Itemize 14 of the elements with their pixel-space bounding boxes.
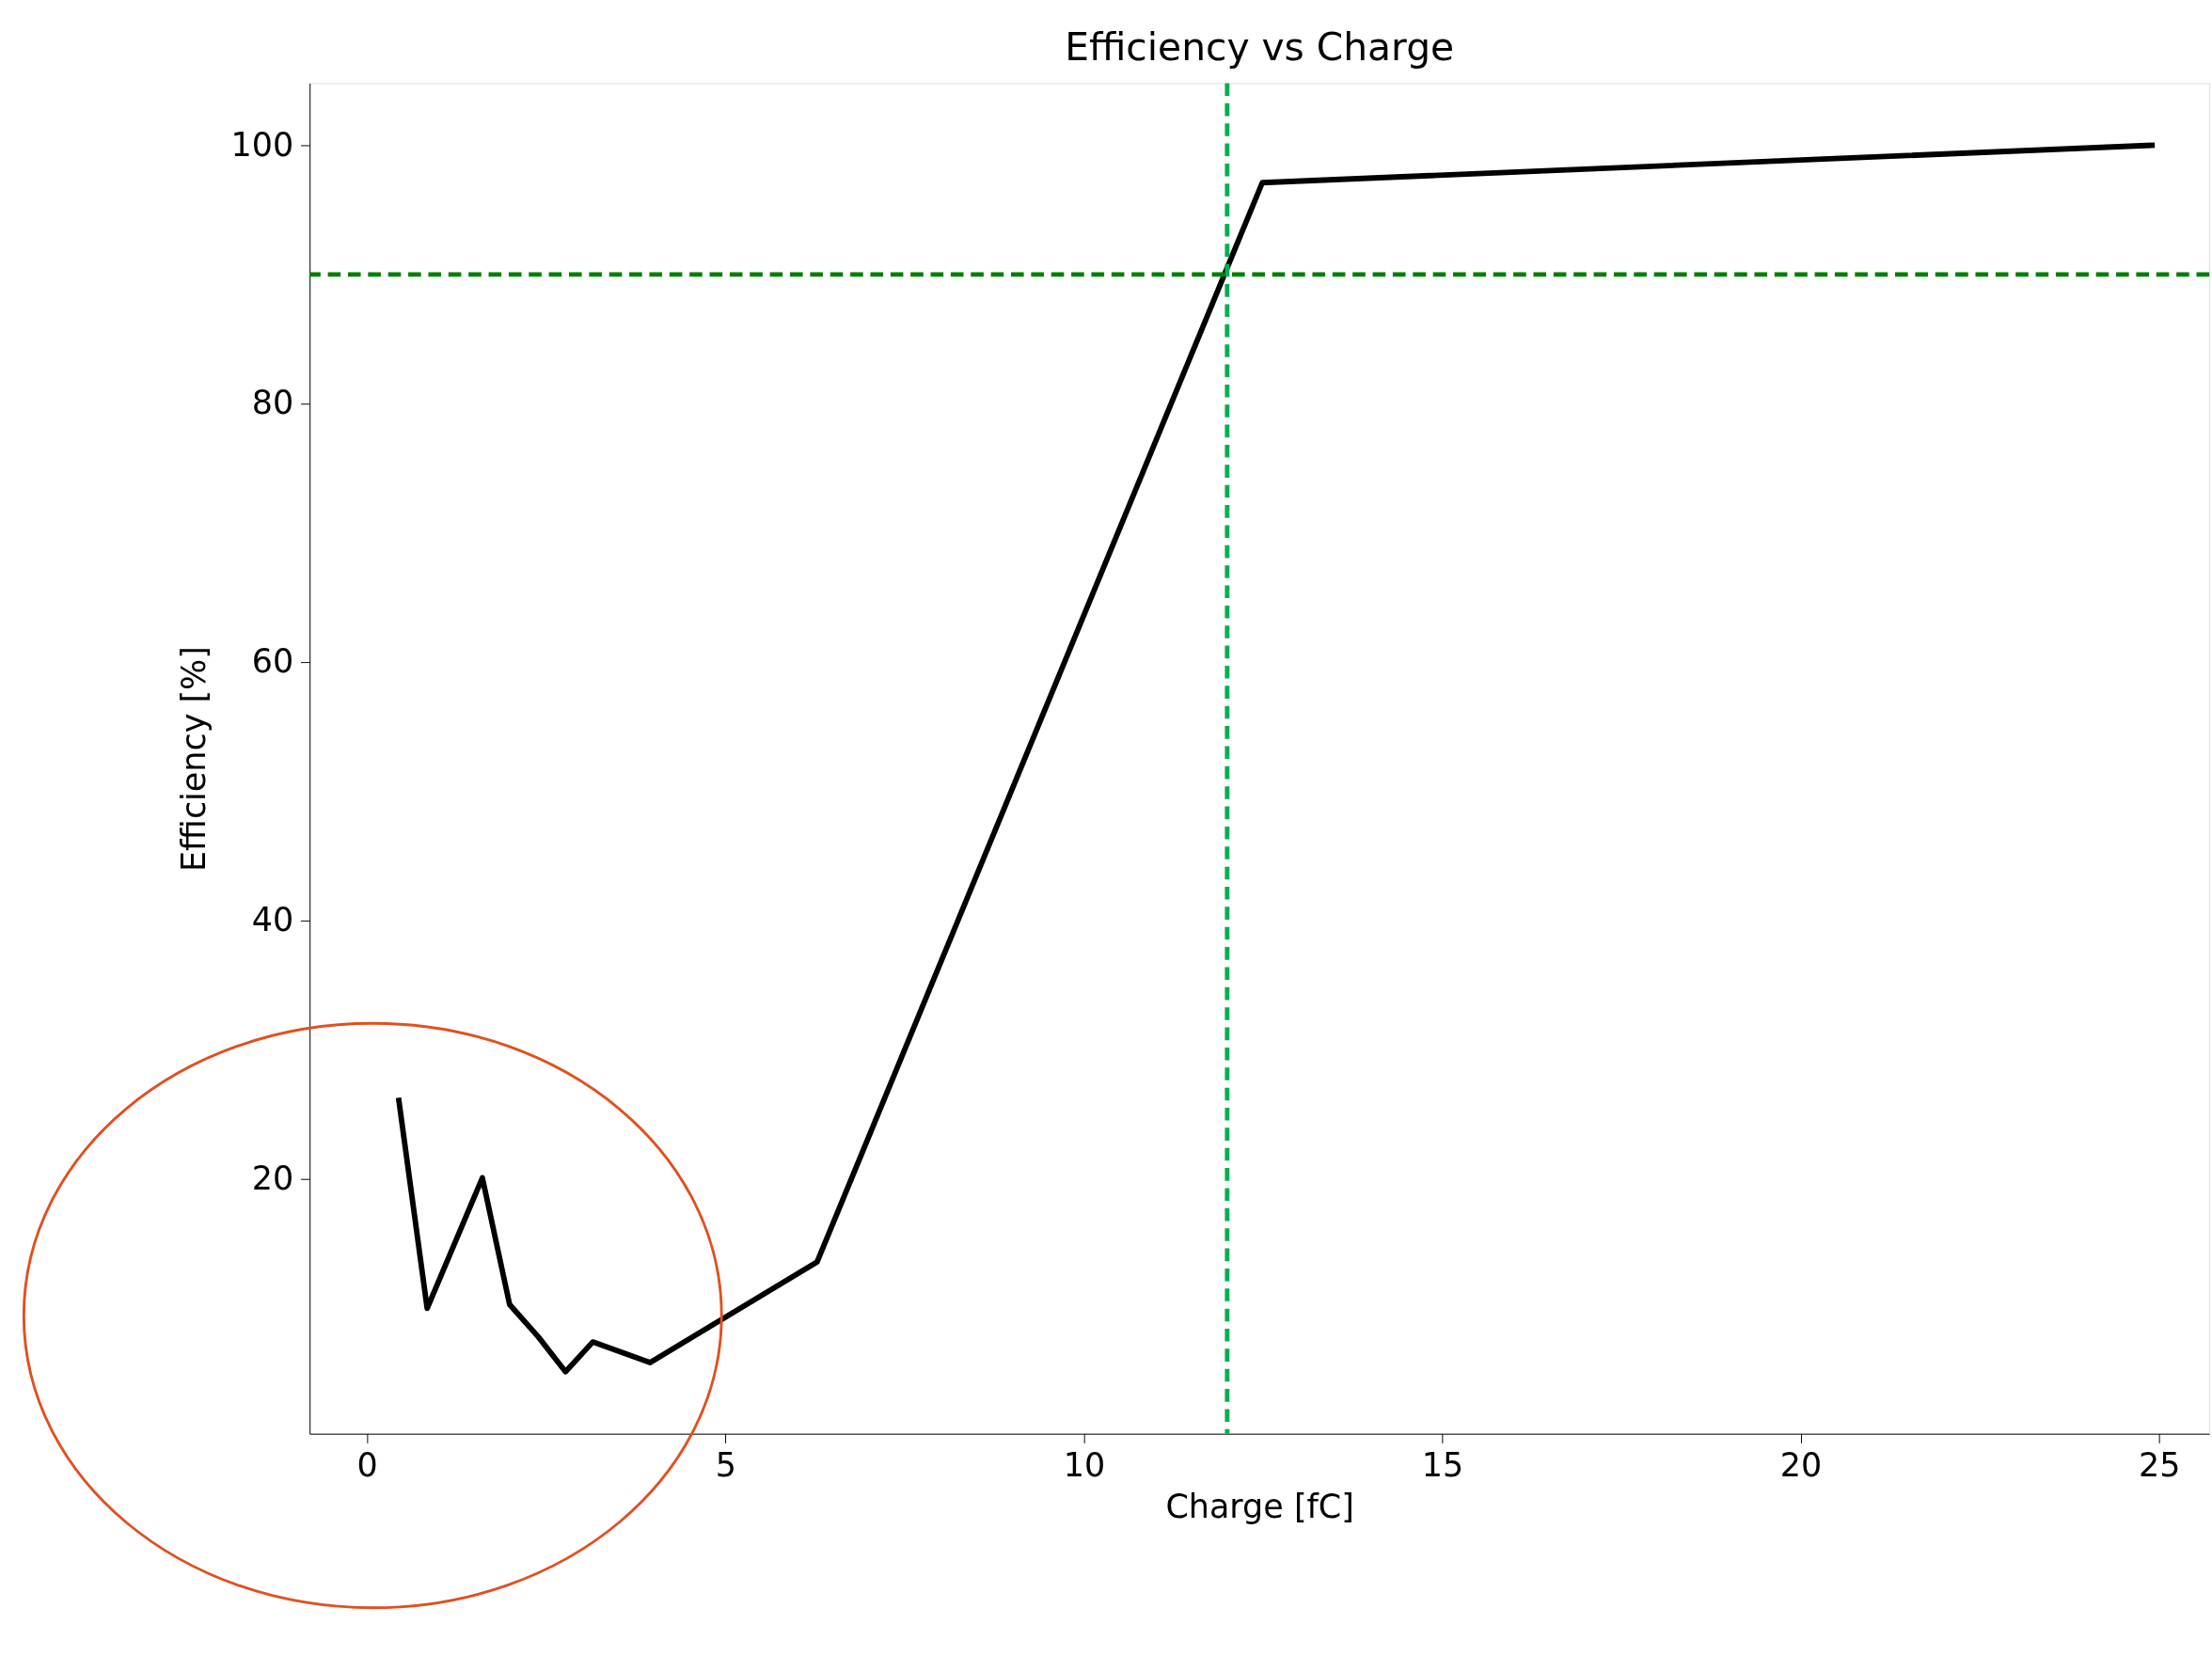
y-tick-label: 60 [251,642,294,681]
y-tick-label: 20 [251,1159,294,1198]
y-axis-title: Efficiency [%] [175,646,213,872]
x-tick-label: 10 [1063,1445,1106,1484]
x-tick-label: 15 [1421,1445,1464,1484]
x-tick-label: 5 [715,1445,736,1484]
x-tick-label: 0 [356,1445,378,1484]
x-axis-title: Charge [fC] [1165,1487,1354,1525]
y-tick-label: 100 [230,125,294,164]
chart-title: Efficiency vs Charge [1065,24,1455,70]
x-tick-label: 25 [2138,1445,2181,1484]
y-tick-label: 40 [251,901,294,939]
x-tick-label: 20 [1779,1445,1823,1484]
y-tick-label: 80 [251,384,294,422]
